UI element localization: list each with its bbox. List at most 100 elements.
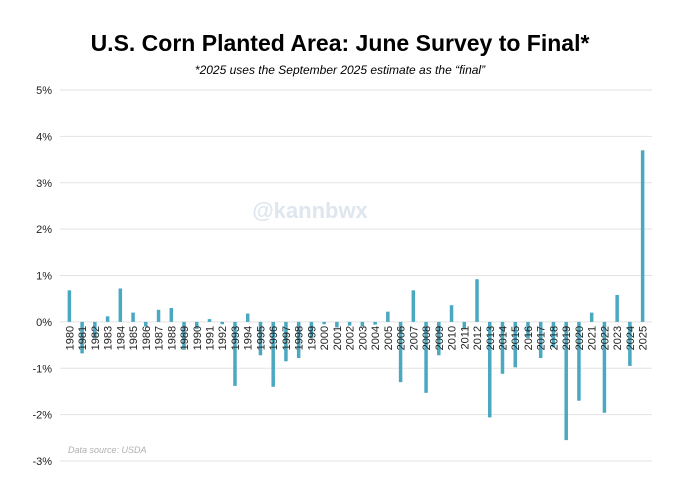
x-tick-label-2004: 2004 <box>370 326 382 350</box>
x-tick-label-1986: 1986 <box>141 326 153 350</box>
x-tick-label-2014: 2014 <box>498 326 510 350</box>
bar-2019 <box>564 321 568 441</box>
x-tick-label-2017: 2017 <box>536 326 548 350</box>
bar-1985 <box>131 312 135 322</box>
x-tick-label-2023: 2023 <box>612 326 624 350</box>
bar-2014 <box>500 321 505 374</box>
x-tick-label-2008: 2008 <box>421 326 433 350</box>
bar-2006 <box>398 321 403 383</box>
x-tick-label-2013: 2013 <box>485 326 497 350</box>
y-tick-label: -2% <box>32 410 52 422</box>
bar-1999 <box>309 321 314 339</box>
watermark-text: @kannbwx <box>252 198 368 223</box>
x-tick-label-1984: 1984 <box>115 326 127 350</box>
bar-1989 <box>182 321 186 350</box>
bar-series <box>67 150 645 441</box>
x-tick-label-1997: 1997 <box>281 326 293 350</box>
x-tick-label-2020: 2020 <box>574 326 586 350</box>
x-tick-label-1999: 1999 <box>306 326 318 350</box>
bar-1992 <box>220 321 224 325</box>
bar-2018 <box>551 321 556 348</box>
bar-1994 <box>245 313 250 322</box>
bar-2021 <box>589 312 594 322</box>
bar-2009 <box>437 321 441 356</box>
x-tick-label-2012: 2012 <box>472 326 484 350</box>
chart-subtitle: *2025 uses the September 2025 estimate a… <box>194 63 486 77</box>
x-tick-label-2021: 2021 <box>587 326 599 350</box>
x-tick-label-1990: 1990 <box>192 326 204 350</box>
bar-1984 <box>118 288 123 322</box>
bar-2011 <box>462 321 467 329</box>
x-tick-label-2019: 2019 <box>561 326 573 350</box>
source-note: Data source: USDA <box>68 445 147 455</box>
x-tick-label-2024: 2024 <box>625 326 637 350</box>
x-tick-label-2016: 2016 <box>523 326 535 350</box>
x-tick-label-2015: 2015 <box>510 326 522 350</box>
bar-2015 <box>513 321 517 368</box>
x-tick-label-2018: 2018 <box>548 326 560 350</box>
x-tick-label-1995: 1995 <box>255 326 267 350</box>
bar-2016 <box>526 321 530 339</box>
y-tick-label: 2% <box>36 224 52 236</box>
x-tick-label-1993: 1993 <box>230 326 242 350</box>
x-tick-label-1992: 1992 <box>217 326 229 350</box>
bar-1993 <box>233 321 237 386</box>
bar-2012 <box>475 279 479 322</box>
x-tick-label-2001: 2001 <box>332 326 344 350</box>
x-tick-label-1981: 1981 <box>77 326 89 350</box>
bar-1991 <box>207 319 212 322</box>
bar-1981 <box>80 321 84 354</box>
bar-1995 <box>258 321 263 356</box>
bar-2003 <box>360 321 365 327</box>
bar-1987 <box>156 309 161 322</box>
x-tick-label-1985: 1985 <box>128 326 140 350</box>
bar-1998 <box>296 321 301 359</box>
x-tick-label-1987: 1987 <box>154 326 166 350</box>
x-tick-label-1998: 1998 <box>294 326 306 350</box>
x-tick-label-1991: 1991 <box>205 326 217 350</box>
x-tick-label-2025: 2025 <box>638 326 650 350</box>
gridlines <box>60 89 652 462</box>
x-tick-label-2009: 2009 <box>434 326 446 350</box>
bar-2007 <box>411 290 416 322</box>
x-tick-label-1988: 1988 <box>166 326 178 350</box>
y-tick-label: -3% <box>32 456 52 468</box>
bar-2025 <box>640 150 645 322</box>
x-tick-label-1983: 1983 <box>103 326 115 350</box>
y-axis-tick-labels: -3% -2% -1% 0% 1% 2% 3% 4% 5% <box>32 85 52 468</box>
y-tick-label: 1% <box>36 271 52 283</box>
x-tick-label-2011: 2011 <box>459 326 471 350</box>
bar-1996 <box>271 321 275 387</box>
bar-2001 <box>335 321 339 328</box>
x-tick-label-1996: 1996 <box>268 326 280 350</box>
bar-1983 <box>105 316 110 322</box>
x-tick-label-1989: 1989 <box>179 326 191 350</box>
bar-2017 <box>538 321 543 359</box>
y-tick-label: 4% <box>36 131 52 143</box>
bar-1997 <box>284 321 288 362</box>
y-tick-label: 5% <box>36 85 52 97</box>
bar-1982 <box>93 321 97 339</box>
y-tick-label: -1% <box>32 363 52 375</box>
x-tick-label-1994: 1994 <box>243 326 255 350</box>
bar-2005 <box>386 311 390 322</box>
bar-1990 <box>195 321 199 329</box>
x-tick-label-2000: 2000 <box>319 326 331 350</box>
x-tick-label-2002: 2002 <box>345 326 357 350</box>
x-tick-label-2003: 2003 <box>357 326 369 350</box>
bar-2010 <box>449 305 454 322</box>
x-axis-tick-labels: 1980 1981 1982 1983 1984 1985 1986 1987 1988 1989… <box>64 326 649 350</box>
y-tick-label: 0% <box>36 317 52 329</box>
bar-2022 <box>602 321 607 413</box>
bar-2020 <box>577 321 581 401</box>
x-tick-label-2005: 2005 <box>383 326 395 350</box>
x-tick-label-1982: 1982 <box>90 326 102 350</box>
bar-2002 <box>347 321 352 326</box>
bar-2004 <box>373 321 377 325</box>
bar-1986 <box>144 321 148 327</box>
chart-title: U.S. Corn Planted Area: June Survey to F… <box>90 30 590 56</box>
y-tick-label: 3% <box>36 178 52 190</box>
bar-1988 <box>169 307 174 322</box>
bar-2023 <box>615 294 619 322</box>
